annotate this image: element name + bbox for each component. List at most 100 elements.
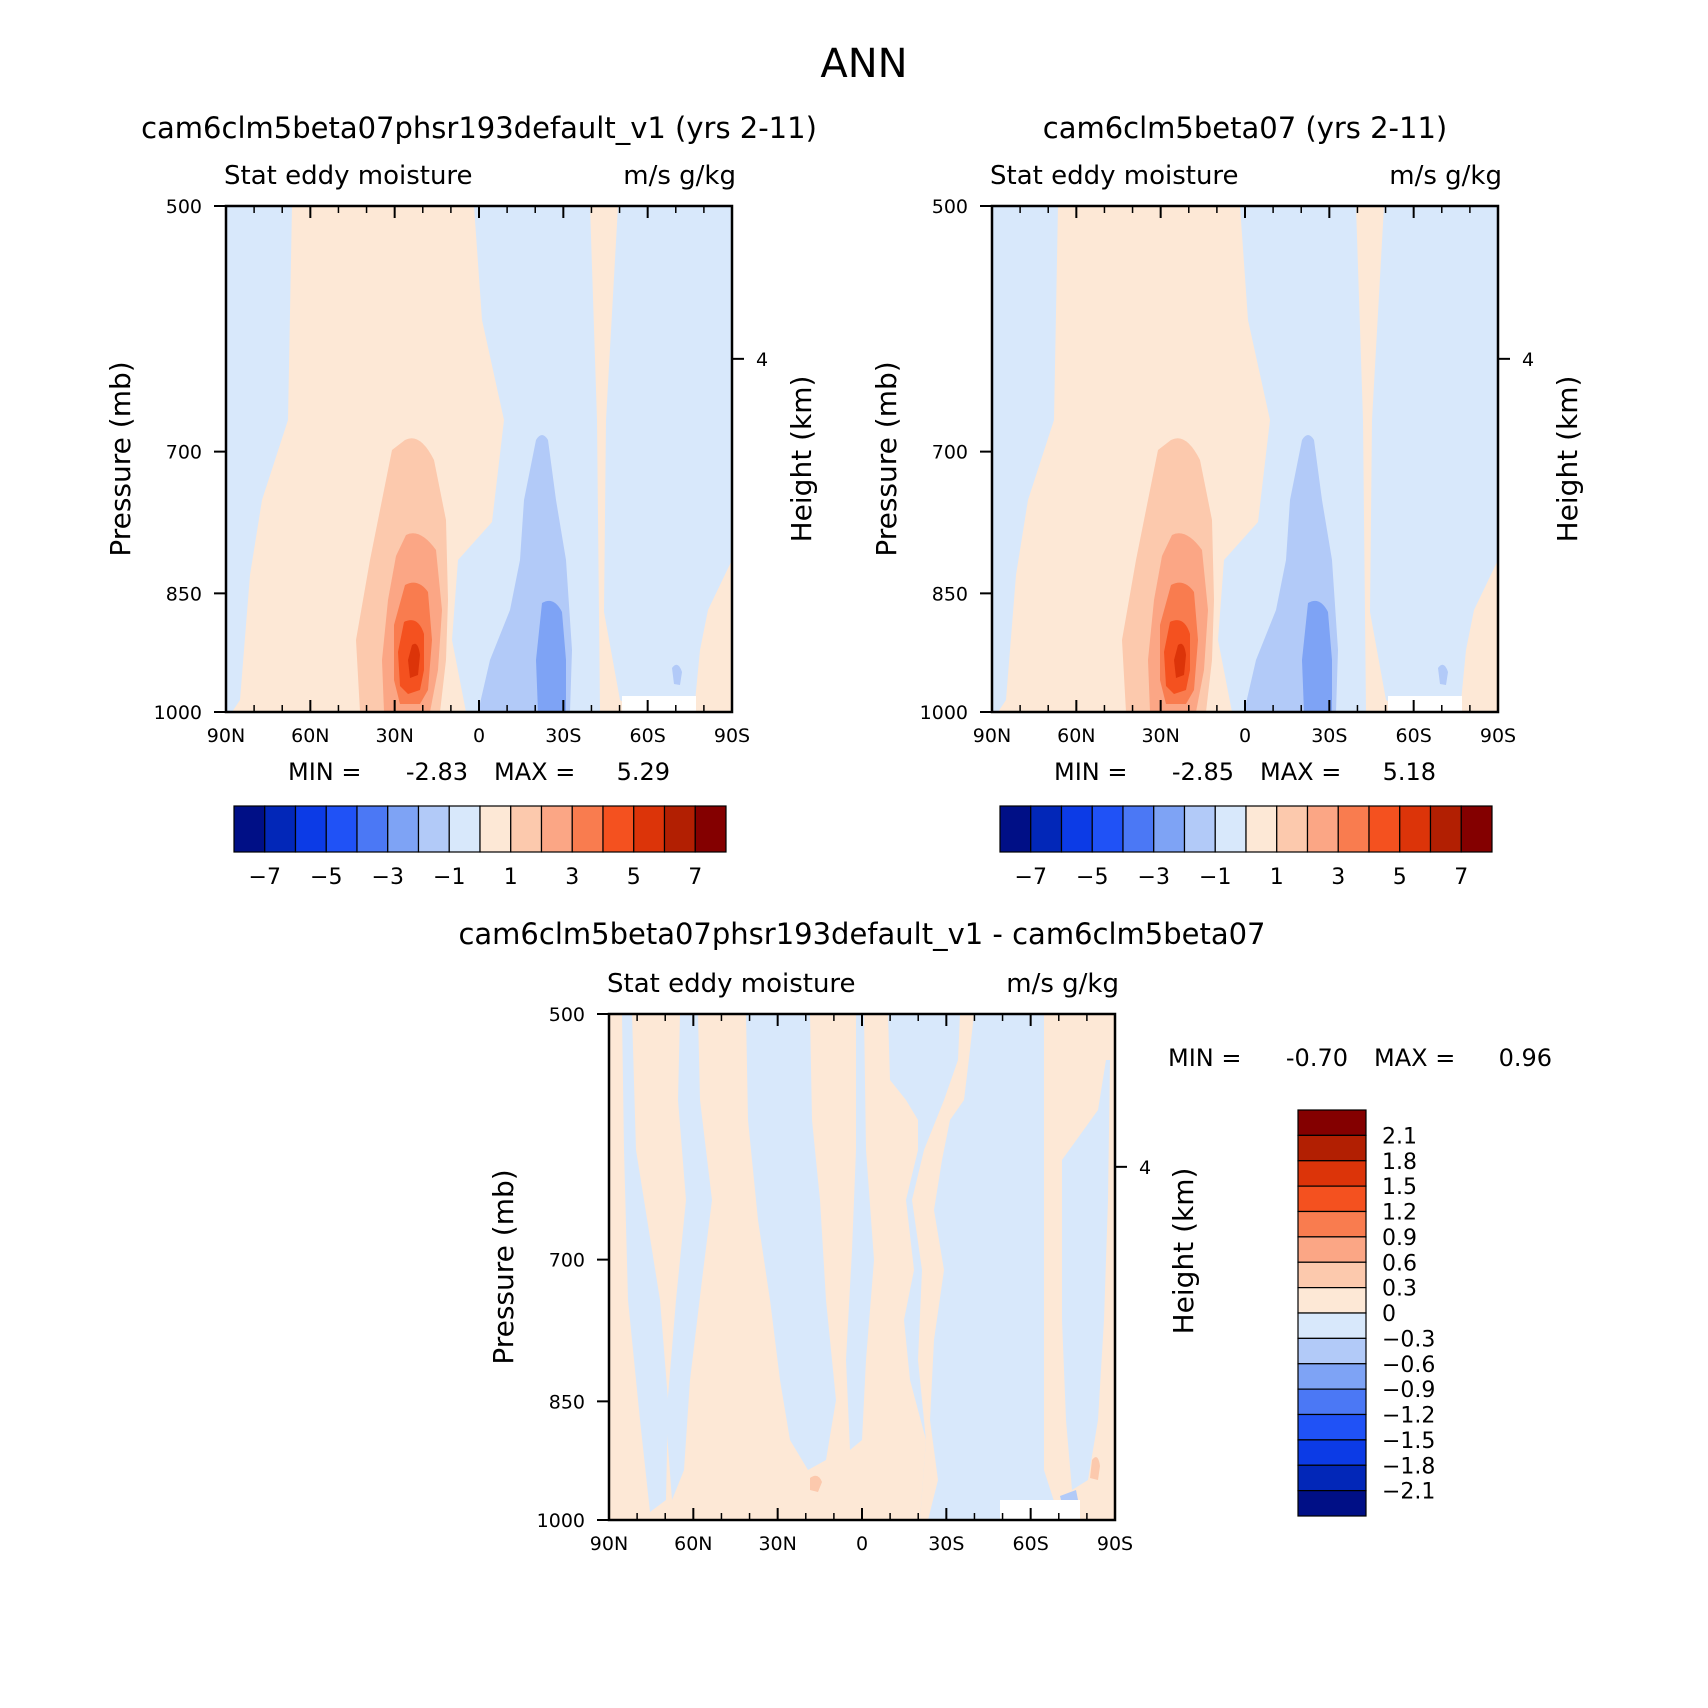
colorbar-box — [1030, 805, 1063, 853]
min-value: -0.70 — [1286, 1044, 1348, 1072]
colorbar-label: 0.3 — [1382, 1277, 1417, 1302]
colorbar-box — [417, 805, 450, 853]
contour-field — [992, 206, 1498, 712]
y-tick-label: 850 — [166, 583, 202, 605]
colorbar-box — [510, 805, 543, 853]
min-label: MIN = — [288, 758, 361, 786]
x-tick-label: 0 — [856, 1533, 868, 1555]
y-tick-label: 1000 — [920, 702, 968, 724]
x-tick-label: 30S — [928, 1533, 964, 1555]
colorbar-box — [1276, 805, 1309, 853]
x-tick-label: 60N — [1057, 725, 1095, 747]
colorbar-label: −5 — [1076, 865, 1108, 890]
colorbar-box — [1297, 1210, 1367, 1238]
colorbar-label: 1 — [1270, 865, 1284, 890]
right-string: m/s g/kg — [1389, 161, 1502, 191]
right-string: m/s g/kg — [1006, 969, 1119, 999]
x-tick-label: 90S — [1097, 1533, 1133, 1555]
colorbar-box — [1297, 1109, 1367, 1136]
right-axis-tick-label: 4 — [1139, 1157, 1151, 1179]
colorbar-box — [1297, 1185, 1367, 1213]
colorbar-label: −5 — [310, 865, 342, 890]
contour-field — [226, 206, 732, 712]
colorbar-box — [1368, 805, 1401, 853]
colorbar-label: 1 — [504, 865, 518, 890]
x-tick-label: 30N — [758, 1533, 796, 1555]
colorbar-box — [571, 805, 604, 853]
left-string: Stat eddy moisture — [607, 969, 856, 999]
colorbar-box — [999, 805, 1032, 853]
right-string: m/s g/kg — [623, 161, 736, 191]
colorbar-box — [448, 805, 481, 853]
colorbar-label: −7 — [249, 865, 281, 890]
colorbar-label: 5 — [1393, 865, 1407, 890]
colorbar-label: −1.5 — [1382, 1429, 1435, 1454]
right-axis-title: Height (km) — [785, 376, 818, 543]
colorbar-label: −1.8 — [1382, 1454, 1435, 1479]
x-tick-label: 90N — [590, 1533, 628, 1555]
colorbar-label: −1.2 — [1382, 1404, 1435, 1429]
y-tick-label: 500 — [549, 1004, 585, 1026]
x-tick-label: 90N — [207, 725, 245, 747]
max-value: 5.29 — [617, 758, 670, 786]
colorbar-label: 1.8 — [1382, 1150, 1417, 1175]
colorbar-label: −0.3 — [1382, 1327, 1435, 1352]
colorbar-box — [1297, 1287, 1367, 1314]
colorbar-label: 0 — [1382, 1302, 1396, 1327]
right-axis-tick-label: 4 — [756, 349, 768, 371]
left-string: Stat eddy moisture — [224, 161, 473, 191]
y-tick-label: 700 — [932, 442, 968, 464]
colorbar-box — [1297, 1160, 1367, 1187]
colorbar-box — [540, 805, 573, 853]
colorbar-label: −7 — [1015, 865, 1047, 890]
figure-title: ANN — [820, 41, 907, 87]
x-tick-label: 30N — [1141, 725, 1179, 747]
x-tick-label: 60S — [630, 725, 666, 747]
colorbar-box — [1460, 805, 1493, 853]
colorbar: −7 −5 −3 −1 1 3 5 7 — [233, 805, 727, 890]
panel-title: cam6clm5beta07phsr193default_v1 - cam6cl… — [458, 917, 1265, 951]
colorbar-label: −0.6 — [1382, 1353, 1435, 1378]
y-tick-label: 850 — [549, 1391, 585, 1413]
y-tick-label: 500 — [932, 196, 968, 218]
right-axis-tick-label: 4 — [1522, 349, 1534, 371]
colorbar-label: 1.2 — [1382, 1201, 1417, 1226]
x-tick-label: 60N — [291, 725, 329, 747]
min-value: -2.83 — [406, 758, 468, 786]
y-axis-title: Pressure (mb) — [870, 361, 903, 556]
colorbar-box — [1153, 805, 1186, 853]
x-tick-label: 60N — [674, 1533, 712, 1555]
max-value: 5.18 — [1383, 758, 1436, 786]
y-tick-label: 850 — [932, 583, 968, 605]
colorbar-label: −0.9 — [1382, 1378, 1435, 1403]
x-tick-label: 90S — [714, 725, 750, 747]
colorbar-box — [1091, 805, 1124, 853]
min-label: MIN = — [1054, 758, 1127, 786]
min-value: -2.85 — [1172, 758, 1234, 786]
contour-field — [609, 1014, 1115, 1520]
colorbar-box — [1297, 1439, 1367, 1466]
max-label: MAX = — [494, 758, 575, 786]
colorbar-box — [1297, 1388, 1367, 1416]
x-tick-label: 60S — [1013, 1533, 1049, 1555]
colorbar-box — [233, 805, 266, 853]
colorbar-box — [294, 805, 327, 853]
colorbar-label: −1 — [1199, 865, 1231, 890]
colorbar-label: 7 — [1454, 865, 1468, 890]
panel-title: cam6clm5beta07 (yrs 2-11) — [1043, 111, 1448, 145]
colorbar-label: −2.1 — [1382, 1480, 1435, 1505]
colorbar-label: 5 — [627, 865, 641, 890]
colorbar-box — [1297, 1312, 1367, 1339]
colorbar-vertical: 2.11.81.51.20.90.60.30−0.3−0.6−0.9−1.2−1… — [1297, 1109, 1435, 1517]
colorbar-box — [1306, 805, 1339, 853]
x-tick-label: 30N — [375, 725, 413, 747]
colorbar-label: 1.5 — [1382, 1175, 1417, 1200]
panel-model-run: cam6clm5beta07phsr193default_v1 (yrs 2-1… — [104, 111, 818, 890]
y-tick-label: 500 — [166, 196, 202, 218]
colorbar-label: 3 — [1331, 865, 1345, 890]
left-string: Stat eddy moisture — [990, 161, 1239, 191]
x-tick-label: 60S — [1396, 725, 1432, 747]
max-value: 0.96 — [1499, 1044, 1552, 1072]
max-label: MAX = — [1374, 1044, 1455, 1072]
